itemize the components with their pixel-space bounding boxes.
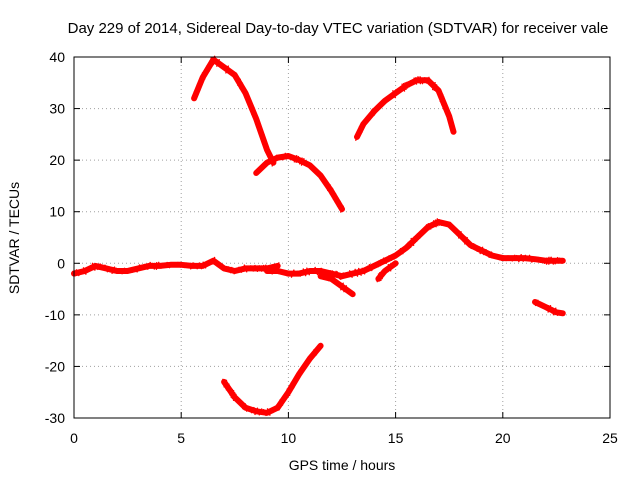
x-tick-label-0: 0 — [70, 430, 78, 446]
series-fuzz-arc-1 — [192, 55, 276, 167]
series-fuzz-arc-6 — [318, 273, 355, 297]
x-axis-label: GPS time / hours — [289, 457, 396, 473]
y-tick-label-4: 10 — [49, 204, 65, 220]
x-tick-label-3: 15 — [388, 430, 404, 446]
y-tick-label-5: 20 — [49, 152, 65, 168]
y-tick-label-7: 40 — [49, 49, 65, 65]
y-tick-label-2: -10 — [45, 307, 65, 323]
x-tick-label-5: 25 — [602, 430, 618, 446]
series-fuzz-arc-3 — [355, 76, 456, 141]
grid-layer — [74, 57, 610, 418]
x-tick-label-1: 5 — [177, 430, 185, 446]
plot-frame — [73, 56, 611, 419]
chart-title: Day 229 of 2014, Sidereal Day-to-day VTE… — [68, 20, 609, 37]
series-fuzz-arc-2 — [254, 152, 344, 213]
tick-layer: 0 5 10 15 20 25 -30 -20 -10 0 10 20 30 40 — [45, 49, 618, 446]
series-layer — [71, 55, 566, 417]
y-tick-label-3: 0 — [57, 255, 65, 271]
series-fuzz-arc-5 — [265, 218, 565, 280]
y-tick-label-6: 30 — [49, 101, 65, 117]
series-fuzz-arc-9 — [533, 299, 565, 316]
series-line-arc-5 — [264, 219, 566, 280]
y-axis-label: SDTVAR / TECUs — [6, 182, 22, 294]
y-tick-label-1: -20 — [45, 358, 65, 374]
x-tick-label-4: 20 — [495, 430, 511, 446]
y-tick-label-0: -30 — [45, 410, 65, 426]
series-fuzz-arc-8 — [222, 343, 323, 417]
series-fuzz-arc-7 — [376, 261, 398, 283]
x-tick-label-2: 10 — [281, 430, 297, 446]
